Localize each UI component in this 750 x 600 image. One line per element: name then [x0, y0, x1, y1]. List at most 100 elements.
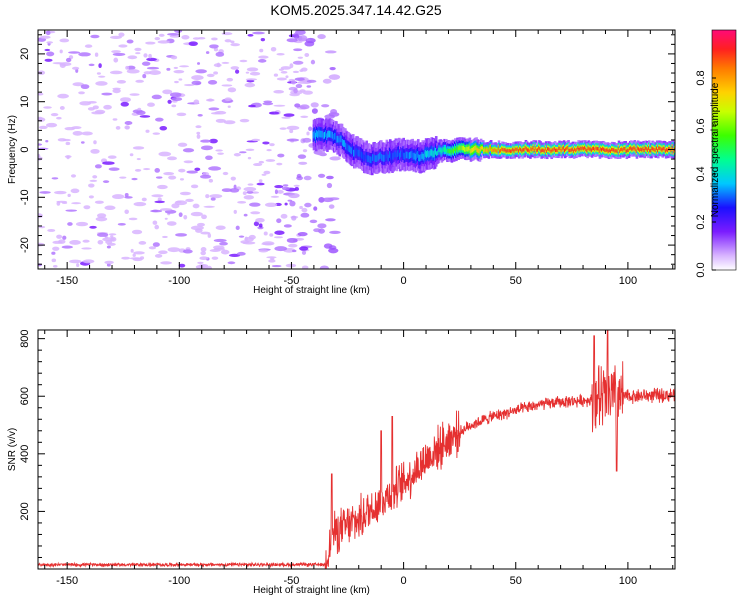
noise-speck [145, 41, 156, 45]
noise-speck [230, 176, 236, 181]
noise-speck [70, 174, 77, 178]
noise-speck [303, 175, 312, 181]
noise-speck [181, 35, 190, 40]
noise-speck [206, 73, 215, 78]
noise-speck [46, 51, 55, 57]
noise-speck [171, 104, 177, 108]
noise-speck [205, 98, 215, 102]
noise-speck [81, 131, 93, 136]
noise-speck [197, 114, 203, 117]
noise-speck [293, 33, 300, 39]
noise-speck [38, 213, 43, 219]
noise-speck [239, 118, 250, 123]
noise-speck [110, 236, 117, 242]
noise-speck [258, 223, 263, 228]
noise-speck [195, 228, 203, 233]
noise-speck [151, 209, 159, 213]
noise-speck [302, 90, 313, 95]
spectrogram-y-tick-label: 0 [19, 146, 31, 152]
noise-speck [294, 77, 305, 81]
noise-speck [45, 140, 49, 143]
noise-speck [97, 239, 104, 245]
noise-speck [286, 138, 300, 142]
noise-speck [263, 231, 268, 236]
noise-speck [164, 217, 168, 220]
noise-speck [154, 36, 161, 41]
noise-speck [207, 80, 218, 85]
noise-speck [191, 75, 204, 81]
noise-speck [274, 189, 278, 195]
noise-speck [133, 202, 147, 207]
noise-speck [251, 138, 261, 142]
noise-speck [310, 59, 316, 65]
noise-speck [302, 149, 308, 153]
noise-speck [199, 256, 209, 261]
noise-speck [273, 73, 279, 77]
noise-speck [285, 263, 297, 268]
noise-speck [104, 205, 116, 210]
noise-speck [141, 197, 147, 202]
noise-speck [80, 141, 85, 144]
noise-speck [285, 75, 289, 79]
noise-speck [283, 224, 292, 228]
noise-speck [259, 48, 264, 53]
noise-speck [71, 126, 82, 130]
noise-speck [328, 74, 341, 80]
noise-speck [90, 148, 100, 154]
noise-speck [129, 93, 140, 96]
noise-speck [224, 39, 232, 43]
noise-speck [102, 161, 115, 165]
noise-speck [291, 80, 297, 85]
noise-speck [293, 88, 298, 94]
noise-speck [175, 200, 182, 203]
noise-speck [182, 148, 195, 153]
snr-x-tick-label: 0 [401, 575, 407, 587]
noise-speck [281, 116, 291, 119]
noise-speck [157, 197, 162, 202]
noise-speck [76, 263, 80, 268]
noise-speck [146, 66, 160, 70]
snr-x-tick-label: 50 [510, 575, 522, 587]
noise-speck [211, 37, 218, 41]
noise-speck [270, 46, 277, 52]
noise-speck [209, 194, 223, 199]
noise-speck [288, 243, 298, 248]
noise-speck [108, 167, 120, 171]
noise-speck [249, 202, 261, 207]
spectrogram-signal [312, 118, 675, 176]
noise-speck [258, 160, 265, 164]
noise-speck [205, 194, 210, 199]
noise-speck [159, 208, 173, 211]
noise-speck [160, 261, 172, 265]
noise-speck [329, 66, 336, 71]
noise-speck [137, 107, 142, 111]
noise-speck [266, 256, 277, 259]
noise-speck [233, 184, 237, 190]
noise-speck [269, 233, 274, 237]
noise-speck [215, 118, 226, 123]
noise-speck [209, 44, 219, 49]
noise-speck [243, 195, 255, 200]
noise-speck [118, 32, 125, 37]
noise-speck [106, 263, 111, 267]
colorbar-tick-label: 0.6 [695, 118, 707, 133]
noise-speck [200, 247, 207, 252]
colorbar-tick-label: 0.0 [695, 262, 707, 277]
noise-speck [213, 238, 227, 243]
noise-speck [147, 102, 155, 107]
noise-speck [306, 131, 310, 136]
noise-speck [313, 206, 318, 211]
noise-speck [131, 229, 143, 235]
noise-speck [96, 72, 101, 75]
noise-speck [173, 66, 179, 69]
noise-speck [115, 125, 121, 130]
noise-speck [183, 160, 194, 164]
noise-speck [299, 246, 309, 251]
noise-speck [167, 247, 181, 253]
noise-speck [270, 257, 275, 261]
noise-speck [297, 232, 308, 237]
noise-speck [329, 230, 341, 235]
noise-speck [129, 153, 134, 157]
snr-frame [37, 329, 676, 570]
